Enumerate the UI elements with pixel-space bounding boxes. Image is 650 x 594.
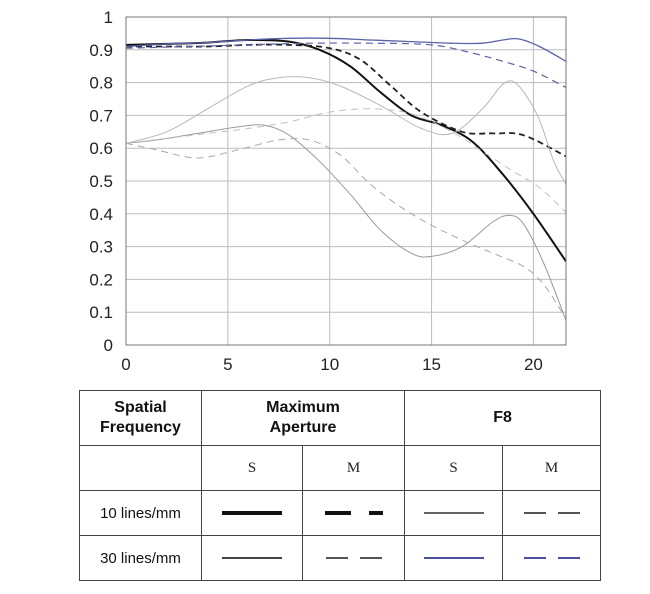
swatch-f8-10-m xyxy=(502,490,602,536)
y-tick-label: 0.5 xyxy=(89,172,113,191)
y-tick-label: 0.3 xyxy=(89,238,113,257)
legend-line-sample xyxy=(222,504,282,521)
maximum-aperture-header: Maximum Aperture xyxy=(200,390,406,446)
chart-grid xyxy=(125,16,566,346)
legend-solid-segment xyxy=(222,557,282,559)
series-line-max_10_m xyxy=(126,43,567,158)
series-line-max_30_m xyxy=(125,137,567,320)
mtf-chart: 0 0.1 0.2 0.3 0.4 0.5 0.6 0.7 0.8 0.9 1 0 5 10 15 20 xyxy=(89,8,567,374)
y-tick-label: 0.9 xyxy=(89,41,113,60)
series-line-max_10_s xyxy=(125,38,567,262)
legend-line-sample xyxy=(523,504,580,521)
y-tick-label: 0.4 xyxy=(89,205,113,224)
y-tick-label: 1 xyxy=(104,8,113,27)
swatch-f8-30-s xyxy=(404,535,504,581)
plot-frame xyxy=(125,16,567,346)
series-line-f8_10_s xyxy=(125,76,567,185)
f8-header: F8 xyxy=(404,390,602,446)
legend-line-sample xyxy=(423,549,484,566)
series-line-max_30_s xyxy=(125,124,567,321)
legend-line-sample xyxy=(222,549,282,566)
series-line-f8_30_s xyxy=(125,37,567,62)
series-line-f8_10_m xyxy=(125,108,567,213)
x-tick-label: 5 xyxy=(223,355,232,374)
chart-series xyxy=(125,37,567,321)
series-line-f8_30_m xyxy=(125,42,567,89)
spatial-frequency-header: Spatial Frequency xyxy=(79,390,202,446)
swatch-f8-10-s xyxy=(404,490,504,536)
legend-solid-segment xyxy=(423,512,484,514)
legend-dash-segment xyxy=(557,557,580,559)
y-tick-label: 0.7 xyxy=(89,106,113,125)
legend-dash-segment xyxy=(557,512,580,514)
row-label-30: 30 lines/mm xyxy=(79,535,202,581)
y-tick-label: 0.6 xyxy=(89,139,113,158)
legend-line-sample xyxy=(423,504,484,521)
y-tick-label: 0.8 xyxy=(89,74,113,93)
swatch-f8-30-m xyxy=(502,535,602,581)
y-tick-label: 0.1 xyxy=(89,303,113,322)
legend-line-sample xyxy=(324,504,383,521)
legend-solid-segment xyxy=(423,557,484,559)
y-axis-ticks: 0 0.1 0.2 0.3 0.4 0.5 0.6 0.7 0.8 0.9 1 xyxy=(89,8,113,355)
legend-dash-segment xyxy=(523,557,546,559)
x-tick-label: 10 xyxy=(320,355,339,374)
x-axis-ticks: 0 5 10 15 20 xyxy=(121,355,543,374)
swatch-max-30-s xyxy=(201,535,303,581)
x-tick-label: 15 xyxy=(422,355,441,374)
swatch-max-30-m xyxy=(301,535,406,581)
swatch-max-10-s xyxy=(201,490,303,536)
legend-dash-segment xyxy=(523,512,546,514)
empty-subheader-cell xyxy=(79,445,202,491)
subheader-f8-m: M xyxy=(502,445,602,491)
row-label-10: 10 lines/mm xyxy=(79,490,202,536)
y-tick-label: 0 xyxy=(104,336,113,355)
subheader-max-s: S xyxy=(201,445,303,491)
legend-dash-segment xyxy=(368,510,383,515)
legend-line-sample xyxy=(325,549,382,566)
swatch-max-10-m xyxy=(301,490,406,536)
legend-dash-segment xyxy=(359,557,382,559)
legend-solid-segment xyxy=(222,510,282,515)
legend-line-sample xyxy=(523,549,580,566)
y-tick-label: 0.2 xyxy=(89,270,113,289)
legend-table: Spatial Frequency Maximum Aperture F8 S … xyxy=(79,390,602,581)
legend-dash-segment xyxy=(325,557,348,559)
legend-dash-segment xyxy=(324,510,351,515)
subheader-max-m: M xyxy=(301,445,406,491)
plot-border xyxy=(125,16,567,346)
subheader-f8-s: S xyxy=(404,445,504,491)
x-tick-label: 20 xyxy=(524,355,543,374)
x-tick-label: 0 xyxy=(121,355,130,374)
